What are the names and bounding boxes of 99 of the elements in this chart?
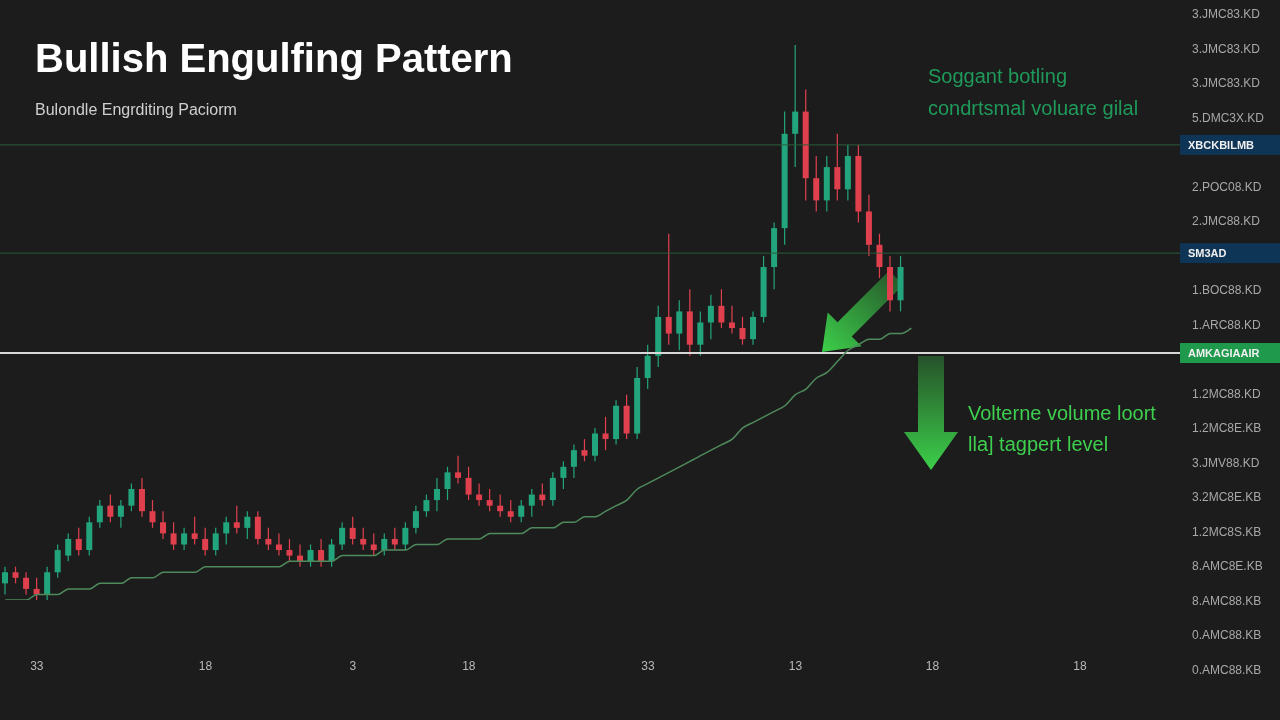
candlestick [433, 477, 440, 512]
text: 3.JMC83.KD [1192, 76, 1261, 90]
candlestick [223, 516, 230, 546]
candlestick [697, 310, 704, 357]
candlestick [665, 233, 672, 346]
candlestick [507, 499, 514, 523]
chart-title: Bullish Engulfing Pattern [35, 36, 513, 81]
candlestick [455, 455, 462, 485]
candlestick [254, 510, 261, 546]
candlestick [128, 482, 135, 512]
text: 0.AMC88.KB [1192, 662, 1262, 677]
candlestick [275, 532, 282, 557]
text: 1.2MC8E.KB [1192, 421, 1262, 435]
candlestick [728, 305, 735, 335]
candlestick [486, 488, 493, 512]
candlestick [581, 438, 588, 462]
annotation: Soggant botling condrtsmal voluare gilal [928, 64, 1140, 121]
candlestick [33, 577, 40, 600]
candlestick [233, 505, 240, 534]
candlestick [160, 510, 167, 540]
ref-line-label: AMKAGIAAIR [1188, 347, 1260, 360]
candlestick [75, 527, 82, 557]
text: 8.AMC88.KB [1192, 593, 1262, 608]
candlestick [444, 466, 451, 501]
candlestick [592, 427, 598, 462]
text: 1.2MC8S.KB [1192, 524, 1262, 539]
candlestick [423, 493, 430, 518]
candlestick [602, 416, 609, 451]
x-tick-label: 18 [198, 659, 213, 673]
candlestick [676, 299, 683, 351]
candlestick [349, 516, 356, 546]
x-tick-label: 13 [788, 659, 803, 673]
candlestick [370, 532, 377, 557]
candlestick [539, 482, 546, 507]
text: 1.ARC88.KD [1192, 317, 1261, 332]
x-tick-label: 3 [349, 659, 357, 673]
candlestick [792, 45, 799, 168]
candlestick [138, 477, 145, 518]
text: 5.DMC3X.KD [1192, 110, 1265, 125]
candlestick [644, 344, 651, 390]
text: 1.2MC88.KD [1192, 386, 1261, 401]
candlestick [570, 444, 577, 479]
candlestick [834, 133, 841, 201]
ref-line-label: XBCKBILMB [1188, 138, 1255, 151]
x-tick-label: 33 [30, 659, 44, 673]
ref-line-label: SM3AD [1188, 247, 1227, 260]
candlestick [476, 482, 483, 507]
candlestick [318, 538, 325, 568]
candlestick [212, 527, 219, 557]
text: 1.BOC88.KD [1192, 283, 1262, 297]
candlestick [307, 543, 314, 568]
candlestick [286, 538, 293, 562]
text: 2.POC08.KD [1192, 179, 1262, 194]
candlestick [54, 543, 61, 579]
candlestick [560, 460, 567, 490]
text: 3.JMC83.KD [1192, 41, 1261, 56]
candlestick [750, 310, 757, 346]
text: 2.JMC88.KD [1192, 214, 1261, 228]
text: Bulondle Engrditing Paciorm [35, 101, 237, 119]
candlestick [191, 516, 198, 546]
annotation: Volterne volume loort lla] tagpert level [968, 401, 1157, 457]
candlestick [718, 288, 725, 329]
candlestick [170, 521, 177, 551]
candlestick [381, 532, 388, 557]
candlestick [391, 527, 398, 551]
candlestick [876, 233, 883, 279]
candlestick [65, 532, 72, 562]
text: 0.AMC88.KB [1192, 628, 1262, 642]
candlestick [23, 571, 30, 596]
candlestick [465, 466, 472, 501]
candlestick [107, 493, 114, 523]
candlestick [528, 488, 535, 518]
candlestick [518, 499, 525, 523]
candlestick [96, 499, 103, 529]
candlestick [339, 521, 346, 551]
text: 8.AMC8E.KB [1192, 559, 1263, 573]
candlestick [497, 493, 504, 518]
candlestick [402, 521, 409, 551]
x-tick-label: 18 [925, 659, 940, 673]
candlestick [707, 294, 714, 340]
text: 3.JMV88.KD [1192, 455, 1260, 470]
text: 3.2MC8E.KB [1192, 490, 1262, 504]
candlestick [549, 471, 556, 507]
text: 3.JMC83.KD [1192, 7, 1261, 21]
x-tick-label: 18 [462, 659, 476, 673]
candlestick [739, 316, 746, 346]
candlestick [265, 527, 272, 551]
candlestick [412, 505, 419, 534]
candlestick [2, 566, 8, 596]
candlestick [149, 499, 156, 529]
candlestick [181, 527, 188, 551]
candlestick [117, 499, 124, 529]
candlestick [360, 527, 367, 551]
candlestick [244, 510, 251, 540]
x-tick-label: 18 [1073, 659, 1087, 673]
candlestick [44, 566, 51, 600]
candlestick [813, 155, 820, 213]
x-tick-label: 33 [641, 659, 655, 673]
candlestick [202, 527, 209, 557]
